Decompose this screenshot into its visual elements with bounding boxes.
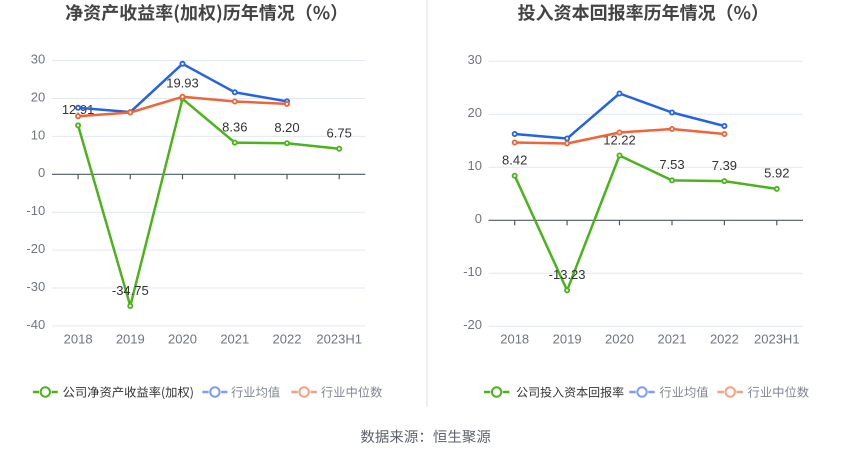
svg-text:2018: 2018 — [500, 332, 529, 347]
svg-text:2021: 2021 — [658, 332, 687, 347]
svg-text:8.42: 8.42 — [502, 153, 527, 168]
svg-text:-10: -10 — [463, 264, 482, 279]
svg-text:2023H1: 2023H1 — [754, 332, 800, 347]
svg-text:-40: -40 — [26, 317, 45, 332]
svg-text:6.75: 6.75 — [327, 126, 352, 141]
svg-text:2022: 2022 — [273, 332, 302, 347]
svg-text:2019: 2019 — [116, 332, 145, 347]
svg-text:2020: 2020 — [168, 332, 197, 347]
svg-text:-20: -20 — [26, 241, 45, 256]
svg-text:-13.23: -13.23 — [549, 267, 586, 282]
svg-text:-34.75: -34.75 — [112, 283, 149, 298]
svg-text:-10: -10 — [26, 203, 45, 218]
svg-text:20: 20 — [31, 89, 45, 104]
svg-text:-20: -20 — [463, 317, 482, 332]
svg-text:7.39: 7.39 — [712, 158, 737, 173]
svg-text:7.53: 7.53 — [659, 157, 684, 172]
svg-text:8.36: 8.36 — [222, 119, 247, 134]
svg-text:2022: 2022 — [710, 332, 739, 347]
svg-text:2021: 2021 — [220, 332, 249, 347]
svg-text:0: 0 — [475, 211, 482, 226]
svg-text:20: 20 — [468, 105, 482, 120]
svg-text:19.93: 19.93 — [166, 76, 199, 91]
svg-text:30: 30 — [31, 52, 45, 67]
svg-text:2023H1: 2023H1 — [316, 332, 362, 347]
svg-text:0: 0 — [38, 165, 45, 180]
svg-text:2020: 2020 — [605, 332, 634, 347]
svg-text:12.22: 12.22 — [603, 132, 636, 147]
svg-text:30: 30 — [468, 52, 482, 67]
svg-text:2018: 2018 — [64, 332, 93, 347]
svg-text:-30: -30 — [26, 279, 45, 294]
svg-text:2019: 2019 — [553, 332, 582, 347]
svg-text:8.20: 8.20 — [274, 120, 299, 135]
svg-text:10: 10 — [31, 127, 45, 142]
svg-text:5.92: 5.92 — [764, 166, 789, 181]
svg-text:10: 10 — [468, 158, 482, 173]
